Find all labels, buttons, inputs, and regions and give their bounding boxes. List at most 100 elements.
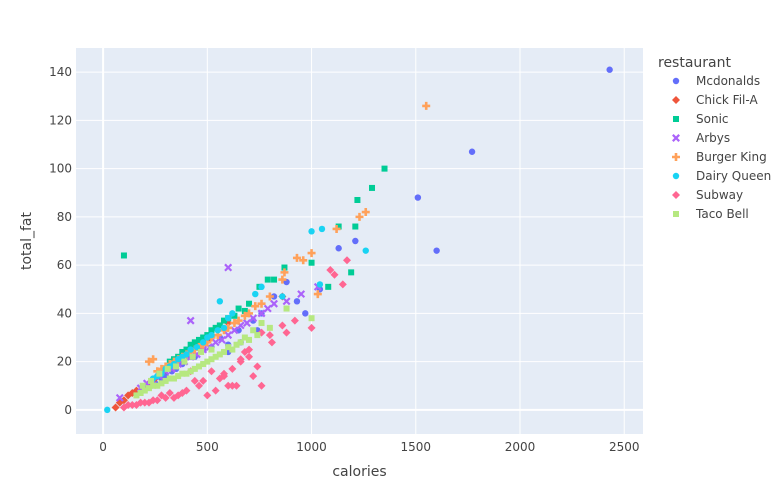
- data-point: [352, 237, 359, 245]
- data-point: [144, 357, 153, 366]
- data-point: [149, 355, 158, 364]
- data-point: [307, 323, 316, 332]
- data-point: [326, 265, 335, 274]
- data-point: [221, 348, 228, 355]
- legend-marker-icon: [672, 191, 680, 199]
- data-point: [246, 300, 253, 307]
- data-point: [164, 365, 171, 372]
- data-point: [224, 315, 232, 322]
- data-point: [267, 338, 276, 347]
- y-tick-label: 100: [49, 162, 72, 176]
- data-point: [139, 382, 146, 389]
- data-point: [124, 391, 133, 400]
- legend-item[interactable]: Subway: [672, 188, 743, 202]
- legend-item-label: Dairy Queen: [696, 169, 771, 183]
- data-point: [281, 264, 288, 271]
- data-point: [308, 259, 315, 266]
- data-point: [342, 256, 351, 265]
- data-point: [249, 372, 258, 381]
- data-point: [282, 328, 291, 337]
- series-taco-bell: [133, 305, 315, 399]
- legend-item-label: Sonic: [696, 112, 729, 126]
- data-point: [251, 302, 260, 311]
- data-point: [230, 326, 239, 335]
- data-point: [150, 382, 157, 389]
- data-point: [293, 298, 301, 305]
- data-point: [162, 377, 169, 384]
- x-tick-label: 1500: [401, 440, 432, 454]
- data-point: [250, 327, 257, 334]
- data-point: [195, 336, 202, 343]
- data-point: [242, 319, 251, 328]
- legend-item-label: Burger King: [696, 150, 767, 164]
- data-point: [249, 314, 258, 323]
- data-point: [266, 324, 273, 331]
- y-tick-label: 60: [57, 258, 72, 272]
- data-point: [216, 322, 223, 329]
- data-point: [148, 377, 155, 384]
- legend-item[interactable]: Taco Bell: [673, 207, 749, 221]
- legend-item[interactable]: Mcdonalds: [672, 74, 760, 88]
- data-point: [299, 256, 308, 265]
- data-point: [422, 101, 431, 110]
- data-point: [199, 376, 208, 385]
- x-tick-label: 2500: [609, 440, 640, 454]
- data-point: [237, 339, 244, 346]
- data-point: [433, 247, 440, 254]
- data-point: [137, 389, 144, 396]
- legend-item[interactable]: Dairy Queen: [672, 169, 771, 183]
- data-point: [166, 375, 173, 382]
- data-point: [330, 270, 339, 279]
- data-point: [254, 332, 261, 339]
- data-point: [224, 381, 233, 390]
- legend-marker-icon: [673, 116, 679, 122]
- series-dairy-queen: [104, 225, 369, 414]
- data-point: [265, 331, 274, 340]
- data-point: [128, 401, 137, 410]
- legend-item-label: Subway: [696, 188, 743, 202]
- legend-item[interactable]: Sonic: [673, 112, 729, 126]
- legend-item[interactable]: Burger King: [672, 150, 767, 164]
- data-point: [283, 305, 290, 312]
- data-point: [224, 331, 233, 340]
- legend-items[interactable]: Mcdonalds Chick Fil-A Sonic Arbys Burger Kin…: [672, 74, 771, 221]
- data-point: [211, 386, 220, 395]
- data-point: [352, 223, 359, 230]
- data-point: [369, 184, 376, 191]
- data-point: [245, 345, 254, 354]
- data-point: [141, 387, 148, 394]
- x-axis-label: calories: [332, 464, 386, 480]
- data-point: [233, 341, 240, 348]
- data-point: [140, 398, 149, 407]
- data-point: [191, 339, 198, 346]
- data-point: [174, 356, 182, 363]
- data-point: [200, 334, 207, 341]
- data-point: [381, 165, 388, 172]
- data-point: [204, 334, 211, 341]
- data-point: [216, 351, 223, 358]
- data-point: [104, 406, 111, 414]
- data-point: [355, 212, 364, 221]
- data-point: [175, 373, 182, 380]
- data-point: [225, 344, 232, 351]
- data-point: [173, 363, 180, 370]
- data-point: [208, 346, 215, 353]
- data-point: [228, 364, 237, 373]
- data-point: [208, 327, 215, 334]
- legend-item[interactable]: Arbys: [672, 131, 730, 145]
- data-point: [245, 352, 254, 361]
- legend-item[interactable]: Chick Fil-A: [672, 93, 758, 107]
- data-point: [240, 311, 249, 320]
- data-point: [235, 305, 242, 312]
- y-tick-label: 20: [57, 355, 72, 369]
- data-point: [270, 299, 279, 308]
- y-tick-label: 0: [64, 403, 72, 417]
- data-point: [264, 276, 271, 283]
- data-point: [158, 380, 165, 387]
- legend[interactable]: restaurant Mcdonalds Chick Fil-A Sonic Arby…: [658, 55, 771, 221]
- data-point: [297, 290, 306, 299]
- data-point: [221, 317, 228, 324]
- data-point: [258, 320, 265, 327]
- legend-marker-icon: [672, 153, 680, 161]
- y-tick-label: 40: [57, 306, 72, 320]
